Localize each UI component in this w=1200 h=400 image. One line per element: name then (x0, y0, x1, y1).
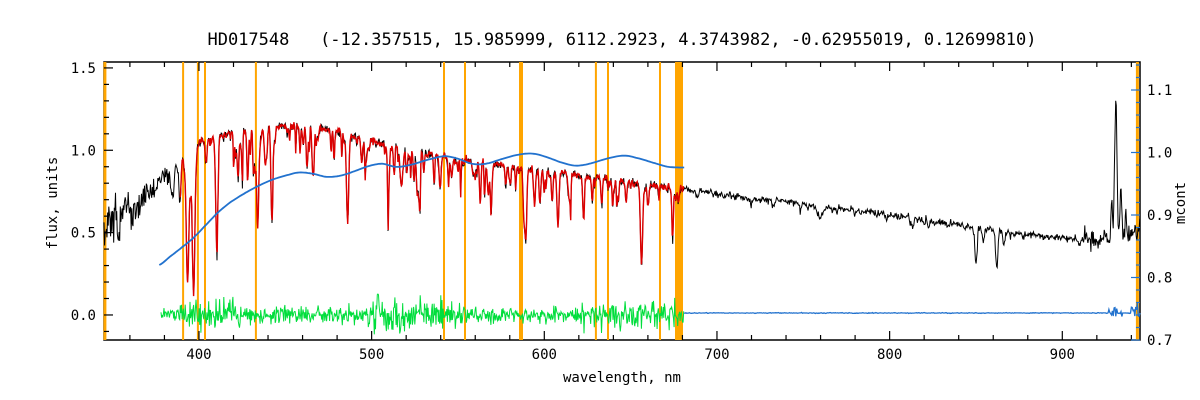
y-right-tick-label: 0.9 (1147, 208, 1172, 224)
y-left-tick-label: 1.5 (71, 61, 96, 77)
y-axis-label-left: flux, units (45, 157, 61, 250)
plot-frame (103, 61, 1141, 341)
x-tick-label: 900 (1050, 347, 1075, 363)
axes-ticks: 400 500 600 700 800 900 0.0 0.5 1.0 1.5 0.7 0.8 0.9 1… (71, 61, 1173, 363)
series-traces (103, 100, 1141, 335)
frame-rect (103, 61, 1141, 341)
y-left-tick-label: 0.5 (71, 226, 96, 242)
y-right-tick-label: 1.0 (1147, 146, 1172, 162)
x-tick-label: 600 (532, 347, 557, 363)
plot-title: HD017548 (-12.357515, 15.985999, 6112.29… (207, 30, 1036, 50)
fit-spectrum-trace (179, 122, 685, 297)
marker-lines (103, 62, 1139, 340)
y-right-tick-label: 1.1 (1147, 83, 1172, 99)
continuum-trace (158, 152, 685, 266)
x-tick-label: 500 (359, 347, 384, 363)
x-tick-label: 700 (704, 347, 729, 363)
continuum-extension-trace (683, 302, 1141, 318)
x-tick-label: 800 (877, 347, 902, 363)
y-right-tick-label: 0.7 (1147, 333, 1172, 349)
x-tick-label: 400 (186, 347, 211, 363)
y-left-tick-label: 0.0 (71, 308, 96, 324)
observed-spectrum-trace (103, 100, 1141, 291)
x-axis-label: wavelength, nm (563, 370, 681, 386)
y-left-tick-label: 1.0 (71, 143, 96, 159)
residual-trace (160, 293, 685, 335)
y-right-tick-label: 0.8 (1147, 271, 1172, 287)
y-axis-label-right: mcont (1173, 182, 1189, 224)
